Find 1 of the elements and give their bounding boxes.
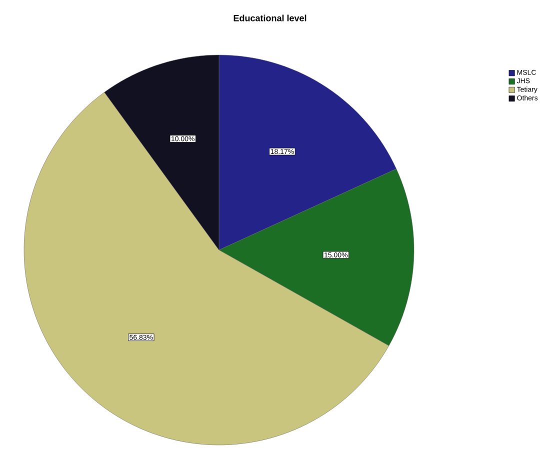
chart-title: Educational level: [234, 14, 306, 22]
